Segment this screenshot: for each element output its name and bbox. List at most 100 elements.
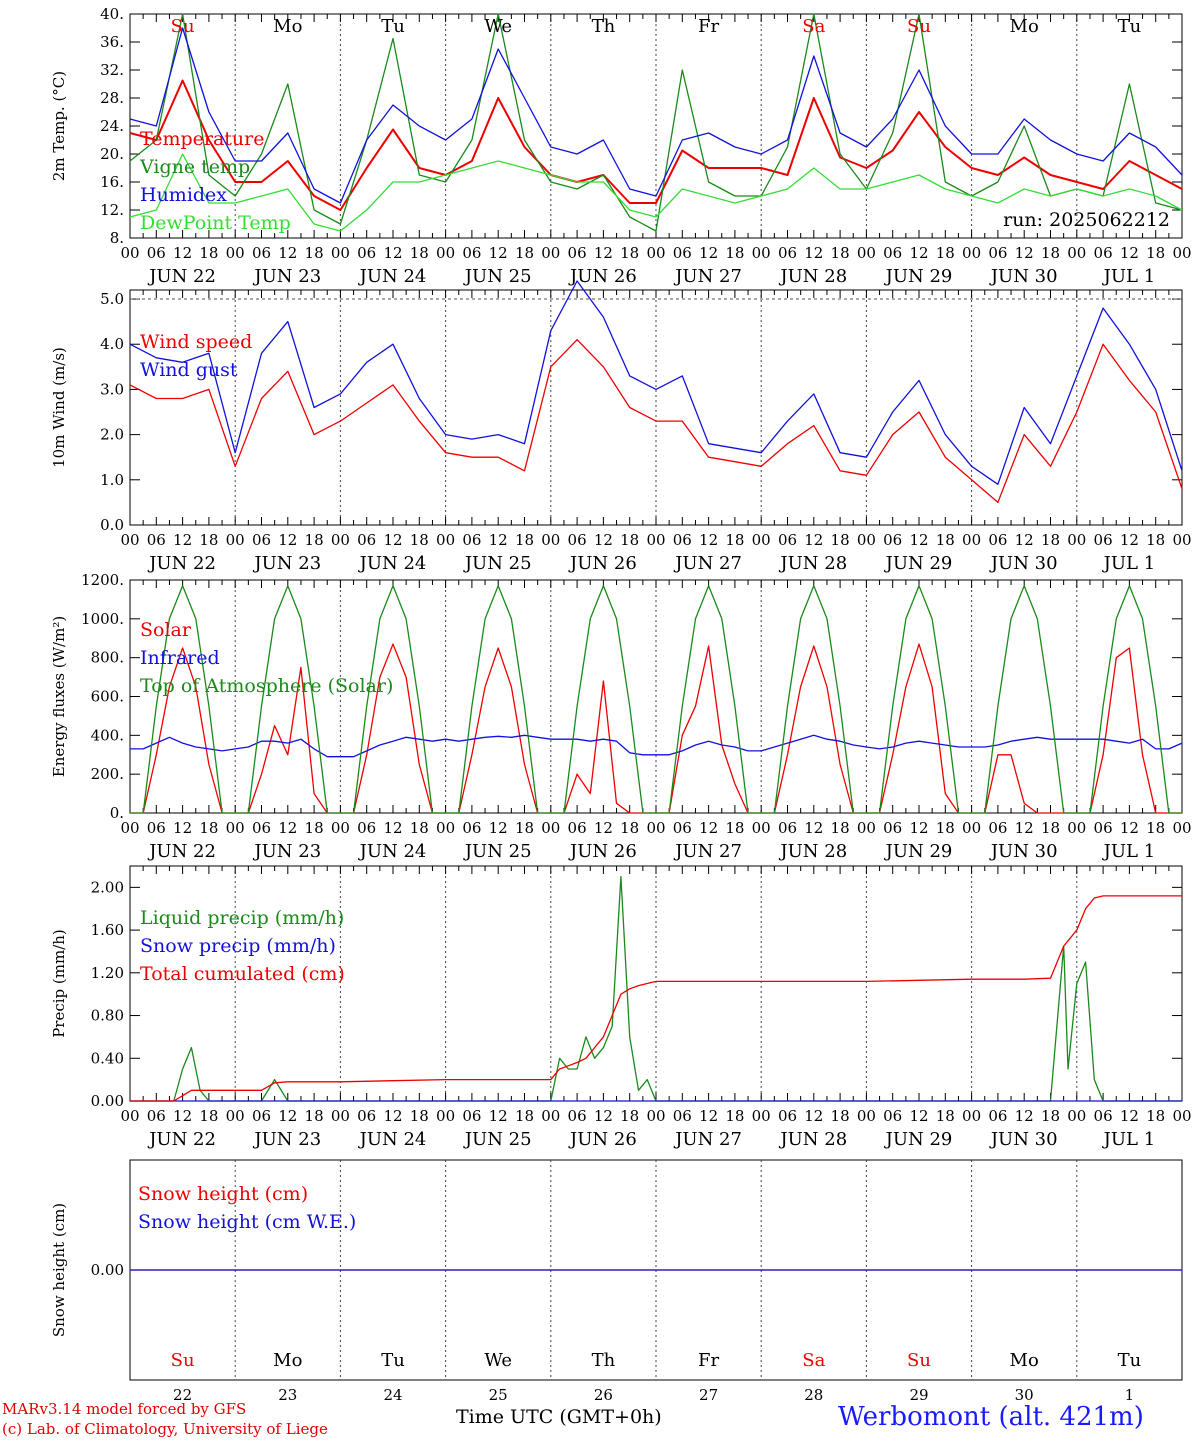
hour-tick-label: 06 xyxy=(988,531,1007,549)
date-label: JUN 22 xyxy=(147,1129,216,1150)
hour-tick-label: 12 xyxy=(699,819,718,837)
hour-tick-label: 00 xyxy=(436,244,455,262)
hour-tick-label: 12 xyxy=(489,244,508,262)
date-label: JUN 23 xyxy=(252,553,321,574)
legend-entry: Wind speed xyxy=(140,331,252,353)
hour-tick-label: 18 xyxy=(305,531,324,549)
y-tick-label: 2.00 xyxy=(91,878,124,896)
hour-tick-label: 00 xyxy=(752,1107,771,1125)
date-label: JUN 28 xyxy=(778,1129,847,1150)
legend-entry: Snow height (cm) xyxy=(138,1183,308,1205)
hour-tick-label: 12 xyxy=(594,1107,613,1125)
series-line xyxy=(129,13,1183,232)
y-tick-label: 0.80 xyxy=(91,1007,124,1025)
y-tick-label: 0.00 xyxy=(91,1092,124,1110)
hour-tick-label: 12 xyxy=(594,531,613,549)
y-tick-label: 800. xyxy=(91,649,124,667)
day-number-label: 25 xyxy=(489,1386,508,1404)
date-label: JUN 26 xyxy=(568,553,637,574)
hour-tick-label: 06 xyxy=(778,819,797,837)
lab-credit: (c) Lab. of Climatology, University of L… xyxy=(2,1420,328,1438)
y-tick-label: 20. xyxy=(100,145,124,163)
hour-tick-label: 18 xyxy=(1146,244,1165,262)
hour-tick-label: 18 xyxy=(410,531,429,549)
date-label: JUN 24 xyxy=(358,553,427,574)
legend-entry: Humidex xyxy=(140,184,227,206)
hour-tick-label: 06 xyxy=(252,819,271,837)
date-label: JUL 1 xyxy=(1102,553,1156,574)
hour-tick-label: 12 xyxy=(278,244,297,262)
legend-entry: DewPoint Temp xyxy=(140,212,291,234)
y-tick-label: 8. xyxy=(110,229,124,247)
hour-tick-label: 00 xyxy=(1172,819,1191,837)
hour-tick-label: 12 xyxy=(804,244,823,262)
hour-tick-label: 06 xyxy=(568,819,587,837)
hour-tick-label: 12 xyxy=(173,244,192,262)
hour-tick-label: 18 xyxy=(725,531,744,549)
time-axis-label: Time UTC (GMT+0h) xyxy=(456,1406,662,1428)
weekday-label: Fr xyxy=(698,16,719,37)
hour-tick-label: 06 xyxy=(988,244,1007,262)
hour-tick-label: 18 xyxy=(1041,531,1060,549)
weekday-label: Th xyxy=(592,16,616,37)
hour-tick-label: 18 xyxy=(305,819,324,837)
day-number-label: 26 xyxy=(594,1386,613,1404)
weekday-label: We xyxy=(484,1350,512,1371)
series-line xyxy=(129,280,1183,485)
hour-tick-label: 06 xyxy=(1094,244,1113,262)
date-label: JUN 27 xyxy=(673,266,742,287)
date-label: JUN 27 xyxy=(673,553,742,574)
hour-tick-label: 12 xyxy=(909,1107,928,1125)
hour-tick-label: 06 xyxy=(147,1107,166,1125)
hour-tick-label: 00 xyxy=(436,1107,455,1125)
hour-tick-label: 18 xyxy=(936,819,955,837)
date-label: JUN 29 xyxy=(884,1129,953,1150)
hour-tick-label: 06 xyxy=(673,531,692,549)
y-tick-label: 12. xyxy=(100,201,124,219)
hour-tick-label: 12 xyxy=(1015,819,1034,837)
hour-tick-label: 18 xyxy=(1041,244,1060,262)
hour-tick-label: 06 xyxy=(147,531,166,549)
hour-tick-label: 18 xyxy=(199,531,218,549)
hour-tick-label: 06 xyxy=(568,531,587,549)
run-annotation: run: 2025062212 xyxy=(1003,209,1170,231)
hour-tick-label: 00 xyxy=(331,819,350,837)
y-axis-label: 2m Temp. (°C) xyxy=(50,71,68,181)
hour-tick-label: 06 xyxy=(462,531,481,549)
hour-tick-label: 12 xyxy=(278,1107,297,1125)
weekday-label: Tu xyxy=(381,16,405,37)
hour-tick-label: 06 xyxy=(147,819,166,837)
series-line xyxy=(130,585,1182,814)
legend-entry: Solar xyxy=(140,619,192,641)
hour-tick-label: 18 xyxy=(1146,1107,1165,1125)
hour-tick-label: 18 xyxy=(936,244,955,262)
hour-tick-label: 12 xyxy=(489,819,508,837)
hour-tick-label: 00 xyxy=(857,1107,876,1125)
series-line xyxy=(130,895,1182,1102)
y-tick-label: 24. xyxy=(100,117,124,135)
hour-tick-label: 00 xyxy=(1067,819,1086,837)
hour-tick-label: 00 xyxy=(1172,531,1191,549)
hour-tick-label: 00 xyxy=(857,819,876,837)
y-tick-label: 4.0 xyxy=(100,335,124,353)
date-label: JUN 26 xyxy=(568,1129,637,1150)
hour-tick-label: 12 xyxy=(1015,244,1034,262)
y-axis-label: Precip (mm/h) xyxy=(50,929,68,1038)
hour-tick-label: 00 xyxy=(1067,244,1086,262)
hour-tick-label: 00 xyxy=(1172,244,1191,262)
hour-tick-label: 00 xyxy=(226,531,245,549)
hour-tick-label: 00 xyxy=(752,531,771,549)
hour-tick-label: 00 xyxy=(120,1107,139,1125)
y-tick-label: 0.40 xyxy=(91,1049,124,1067)
hour-tick-label: 00 xyxy=(541,244,560,262)
hour-tick-label: 00 xyxy=(331,531,350,549)
date-label: JUN 27 xyxy=(673,1129,742,1150)
hour-tick-label: 00 xyxy=(962,531,981,549)
date-label: JUN 29 xyxy=(884,553,953,574)
hour-tick-label: 06 xyxy=(883,244,902,262)
weekday-label: Fr xyxy=(698,1350,719,1371)
hour-tick-label: 18 xyxy=(831,244,850,262)
hour-tick-label: 12 xyxy=(594,244,613,262)
